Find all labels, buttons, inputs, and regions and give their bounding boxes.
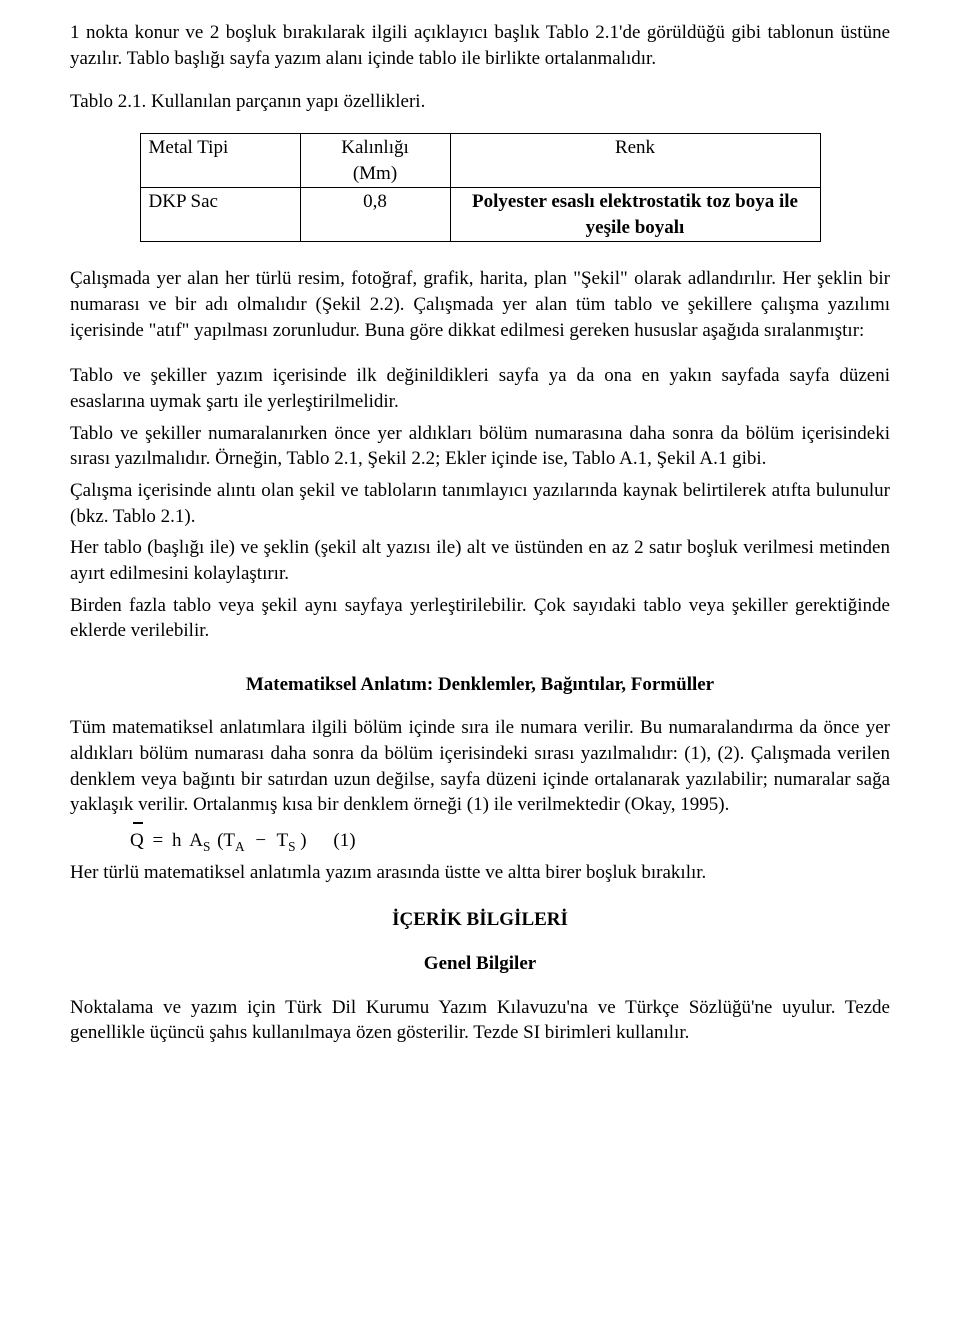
eq-T1: T — [223, 830, 235, 851]
eq-sub-S2: S — [288, 839, 295, 854]
properties-table: Metal Tipi Kalınlığı (Mm) Renk DKP Sac 0… — [140, 133, 821, 243]
list-item-4: Her tablo (başlığı ile) ve şeklin (şekil… — [70, 535, 890, 586]
content-info-heading: İÇERİK BİLGİLERİ — [70, 907, 890, 933]
table-header-thickness: Kalınlığı (Mm) — [300, 133, 450, 187]
math-paragraph-2: Her türlü matematiksel anlatımla yazım a… — [70, 860, 890, 886]
eq-sub-S1: S — [203, 839, 210, 854]
general-info-heading: Genel Bilgiler — [70, 951, 890, 977]
list-item-5: Birden fazla tablo veya şekil aynı sayfa… — [70, 593, 890, 644]
table-cell-metal-type: DKP Sac — [140, 188, 300, 242]
general-info-paragraph: Noktalama ve yazım için Türk Dil Kurumu … — [70, 995, 890, 1046]
eq-rparen: ) — [300, 830, 306, 851]
list-item-3: Çalışma içerisinde alıntı olan şekil ve … — [70, 478, 890, 529]
equation-number: (1) — [333, 830, 355, 851]
math-paragraph-1: Tüm matematiksel anlatımlara ilgili bölü… — [70, 715, 890, 818]
table-caption: Tablo 2.1. Kullanılan parçanın yapı özel… — [70, 89, 890, 115]
list-item-1: Tablo ve şekiller yazım içerisinde ilk d… — [70, 363, 890, 414]
table-row: DKP Sac 0,8 Polyester esaslı elektrostat… — [140, 188, 820, 242]
list-item-2: Tablo ve şekiller numaralanırken önce ye… — [70, 421, 890, 472]
equation-1: Q = h AS (TA − TS ) (1) — [130, 828, 890, 856]
eq-equals: = — [152, 830, 163, 851]
properties-table-wrap: Metal Tipi Kalınlığı (Mm) Renk DKP Sac 0… — [70, 133, 890, 243]
table-cell-thickness: 0,8 — [300, 188, 450, 242]
eq-T2: T — [277, 830, 289, 851]
table-header-color: Renk — [450, 133, 820, 187]
eq-h: h — [172, 830, 182, 851]
eq-Q: Q — [130, 830, 144, 851]
eq-minus: − — [255, 830, 266, 851]
figure-definition-paragraph: Çalışmada yer alan her türlü resim, foto… — [70, 266, 890, 343]
eq-A1: A — [189, 830, 203, 851]
equation-q-symbol: Q — [130, 828, 144, 854]
table-header-metal-type: Metal Tipi — [140, 133, 300, 187]
math-section-heading: Matematiksel Anlatım: Denklemler, Bağınt… — [70, 672, 890, 698]
table-cell-color: Polyester esaslı elektrostatik toz boya … — [450, 188, 820, 242]
intro-paragraph-1: 1 nokta konur ve 2 boşluk bırakılarak il… — [70, 20, 890, 71]
eq-sub-A: A — [235, 839, 245, 854]
overbar — [133, 822, 143, 824]
table-header-row: Metal Tipi Kalınlığı (Mm) Renk — [140, 133, 820, 187]
